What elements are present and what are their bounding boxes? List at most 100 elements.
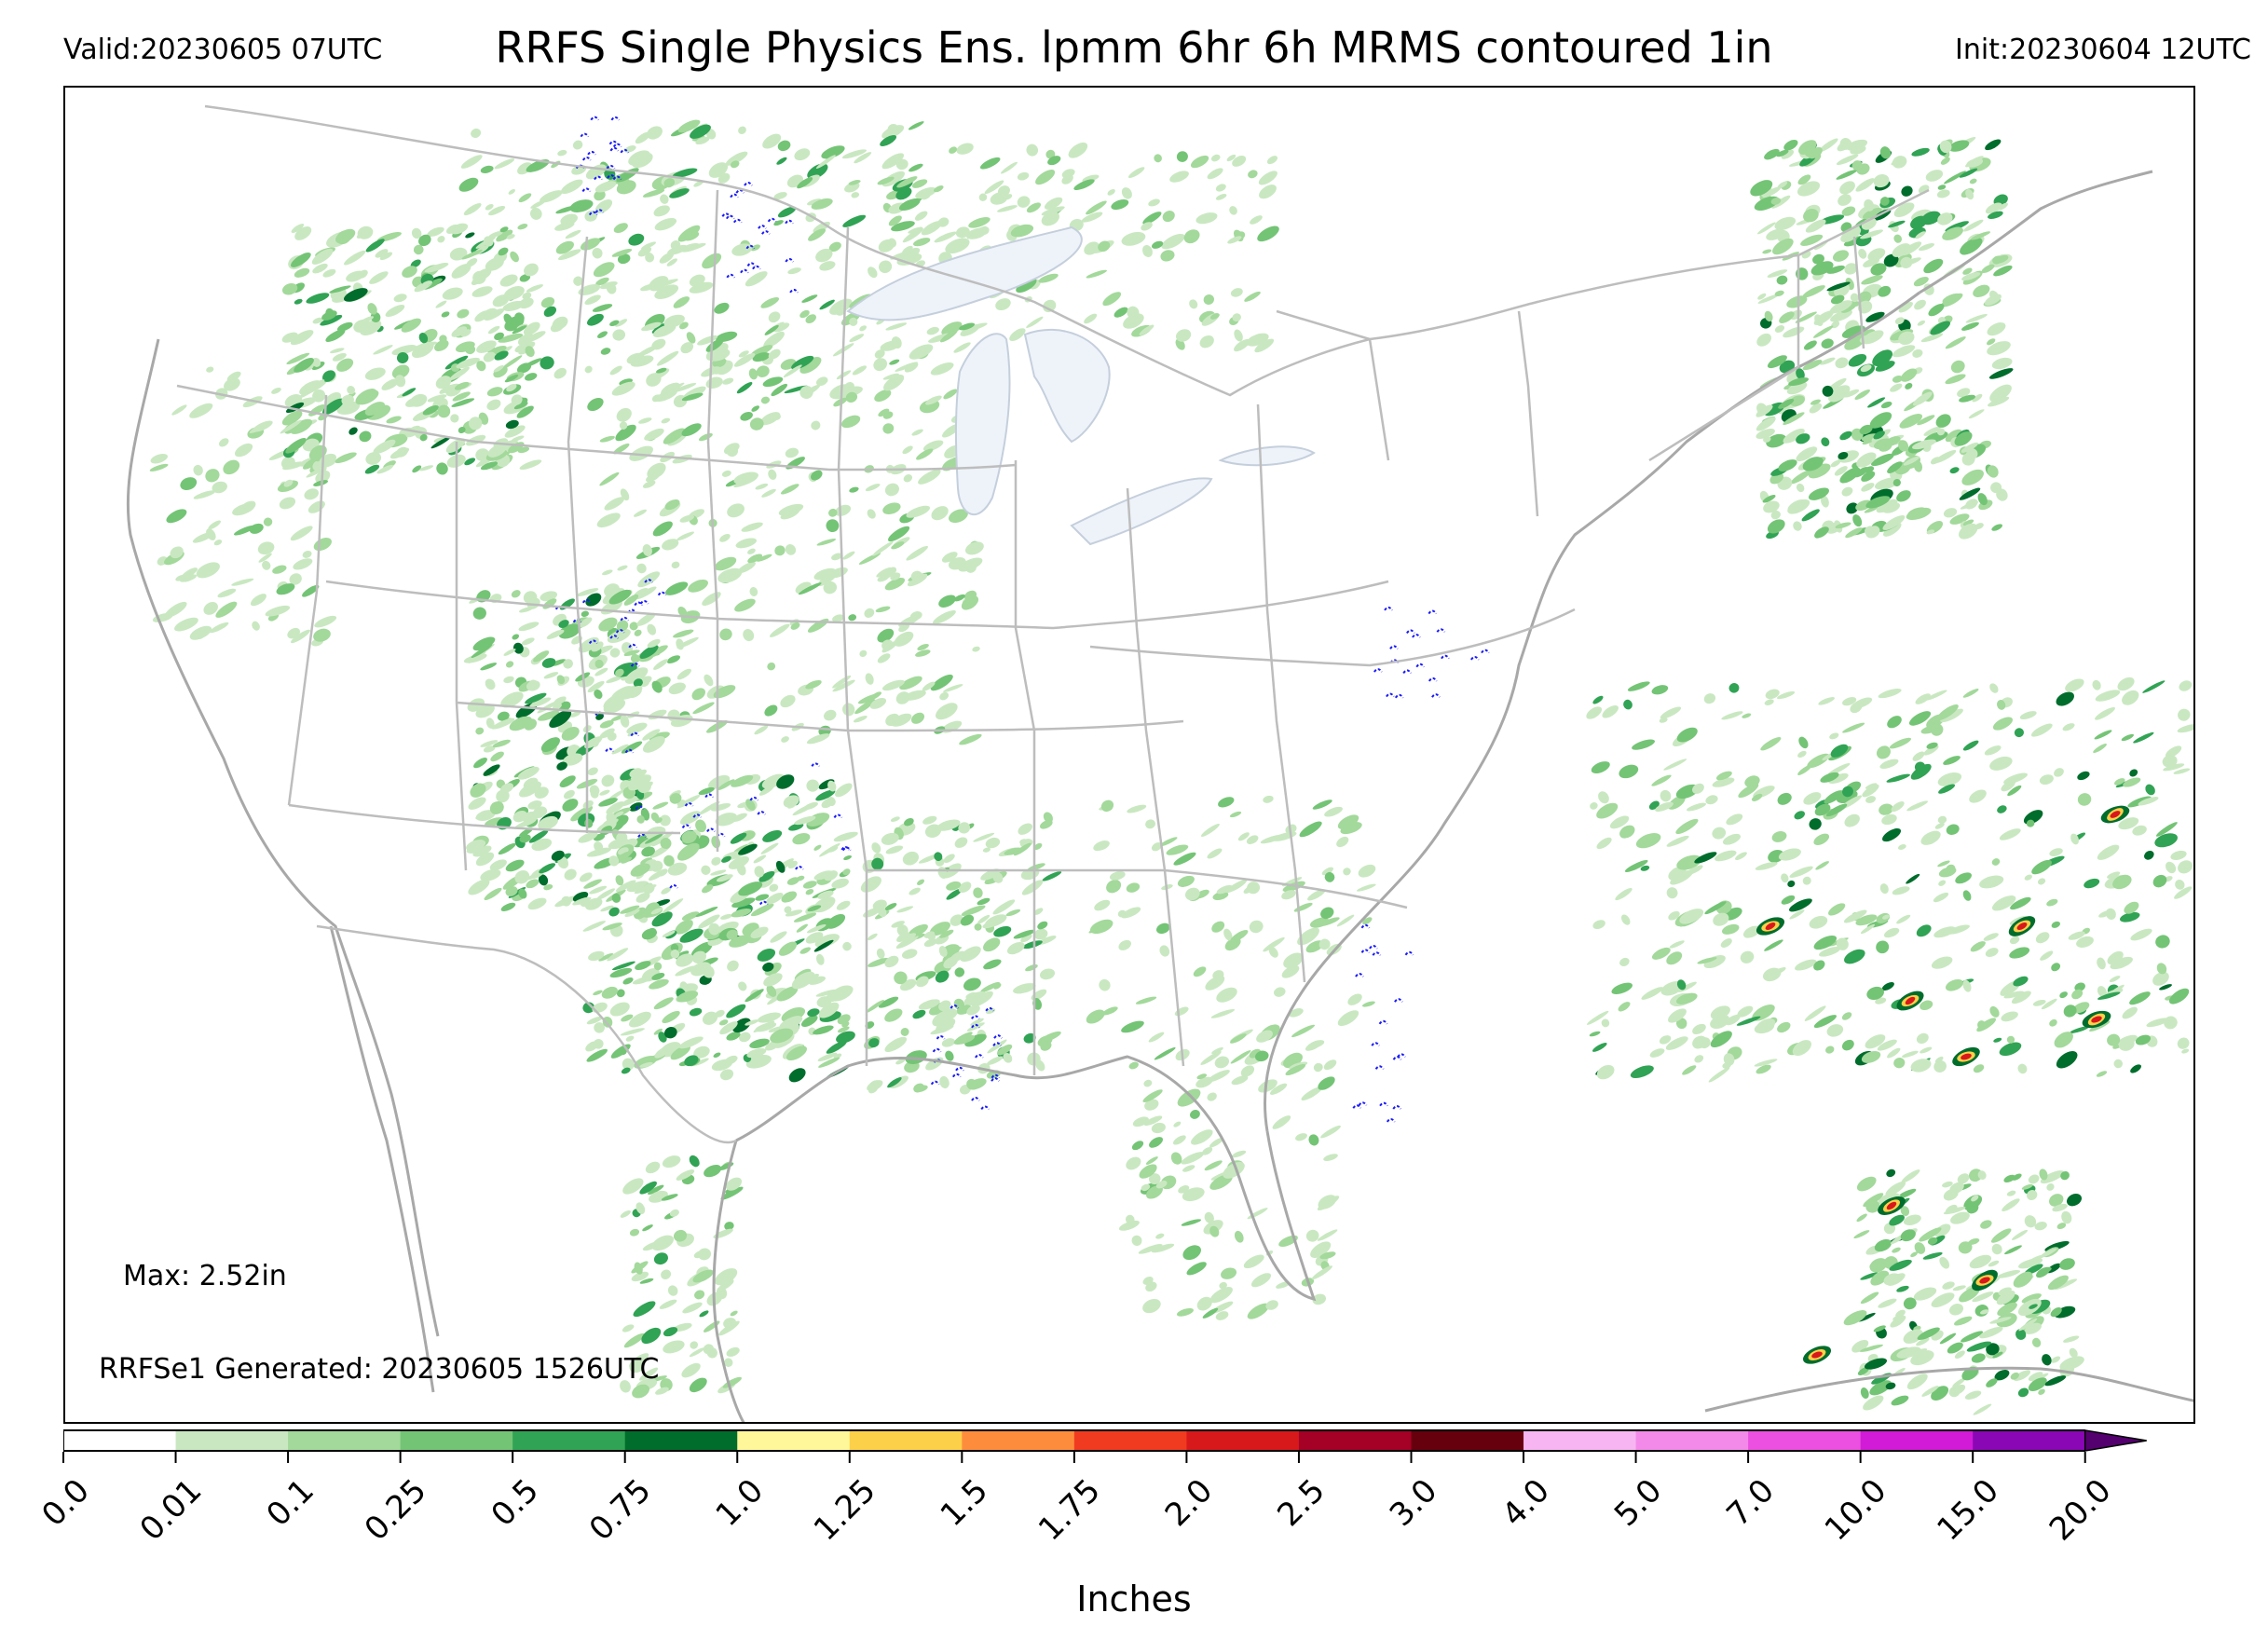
precip-cell xyxy=(642,729,661,741)
precip-cell xyxy=(891,541,905,550)
precip-cell xyxy=(752,352,771,362)
precip-cell xyxy=(476,340,497,353)
precip-cell xyxy=(877,628,895,643)
precip-cell xyxy=(472,607,486,620)
precip-cell xyxy=(290,526,313,541)
precip-cell xyxy=(730,160,740,169)
precip-cell xyxy=(499,274,518,287)
precip-cell xyxy=(597,331,608,338)
precip-cell xyxy=(583,879,602,889)
precip-cell xyxy=(902,445,913,455)
precip-cell xyxy=(506,383,517,392)
precip-cell xyxy=(891,713,912,727)
precip-cell xyxy=(889,359,900,365)
precip-cell xyxy=(391,345,417,356)
precip-cell xyxy=(617,565,628,571)
precip-cell xyxy=(576,588,599,596)
precip-cell xyxy=(437,404,451,418)
precip-cell xyxy=(497,711,510,721)
precip-cell xyxy=(926,326,939,335)
colorbar-tick-label: 5.0 xyxy=(1607,1472,1670,1535)
precip-cell xyxy=(471,644,493,659)
precip-cell xyxy=(471,128,482,138)
precip-cell xyxy=(150,454,168,464)
precip-cell xyxy=(873,358,888,372)
precip-cell xyxy=(472,636,496,651)
precip-cell xyxy=(808,228,827,241)
precip-cell xyxy=(594,689,603,700)
precip-cell xyxy=(552,703,562,710)
precip-cell xyxy=(780,508,800,520)
precip-cell xyxy=(794,148,811,161)
precip-cell xyxy=(475,852,495,867)
precip-cell xyxy=(673,383,697,392)
precip-cell xyxy=(918,469,941,485)
precip-cell xyxy=(585,593,602,607)
precip-cell xyxy=(877,653,891,663)
precip-cell xyxy=(442,287,463,300)
precip-cell xyxy=(565,229,581,239)
precip-cell xyxy=(714,302,730,314)
precip-cell xyxy=(740,412,753,421)
precip-cell xyxy=(815,376,828,387)
precip-cell xyxy=(849,486,859,493)
precip-cell xyxy=(626,722,648,734)
precip-cell xyxy=(485,718,495,729)
precip-cell xyxy=(466,257,478,267)
precip-cell xyxy=(554,221,575,231)
precip-cell xyxy=(903,690,926,701)
precip-cell xyxy=(512,721,521,728)
precip-cell xyxy=(824,709,837,721)
precip-cell xyxy=(875,606,891,613)
precip-cell xyxy=(859,649,868,658)
precip-cell xyxy=(806,733,830,745)
precip-cell xyxy=(602,569,613,576)
precip-cell xyxy=(449,247,468,261)
precip-cell xyxy=(192,531,214,543)
precip-cell xyxy=(584,365,593,374)
precip-cell xyxy=(466,434,486,446)
precip-cell xyxy=(615,668,624,677)
precip-cell xyxy=(874,390,892,403)
precip-cell xyxy=(344,250,366,266)
colorbar-tick-label: 3.0 xyxy=(1383,1472,1445,1535)
precip-cell xyxy=(435,376,452,390)
precip-cell xyxy=(283,479,294,487)
precip-cell xyxy=(468,879,490,895)
precip-cell xyxy=(518,193,532,203)
precip-cell xyxy=(538,874,549,886)
precip-cell xyxy=(708,348,731,362)
precip-cell xyxy=(787,267,801,275)
precip-cell xyxy=(849,317,858,326)
precip-cell xyxy=(543,883,553,891)
precip-cell xyxy=(691,135,705,142)
precip-cell xyxy=(573,276,583,286)
precip-cell xyxy=(663,314,685,328)
precip-cell xyxy=(530,199,546,209)
precip-cell xyxy=(427,394,447,403)
precip-cell xyxy=(533,650,550,663)
precip-cell xyxy=(561,726,580,741)
precip-cell xyxy=(834,304,846,316)
precip-cell xyxy=(514,870,530,884)
precip-cell xyxy=(767,662,776,671)
precip-cell xyxy=(302,584,320,597)
precip-cell xyxy=(375,249,389,258)
precip-cell xyxy=(768,348,781,360)
precip-cell xyxy=(564,868,577,881)
precip-cell xyxy=(503,676,514,684)
precip-cell xyxy=(205,469,220,483)
precip-cell xyxy=(373,439,396,454)
precip-cell xyxy=(915,649,931,657)
precip-cell xyxy=(713,685,736,699)
precip-cell xyxy=(234,443,253,458)
precip-cell xyxy=(963,322,988,332)
precip-cell xyxy=(805,314,816,324)
precip-cell xyxy=(468,650,486,663)
precip-cell xyxy=(505,661,514,668)
precip-cell xyxy=(306,293,330,304)
precip-cell xyxy=(938,594,956,608)
precip-cell xyxy=(606,282,617,294)
precip-cell xyxy=(579,617,593,628)
precip-cell xyxy=(616,180,636,195)
